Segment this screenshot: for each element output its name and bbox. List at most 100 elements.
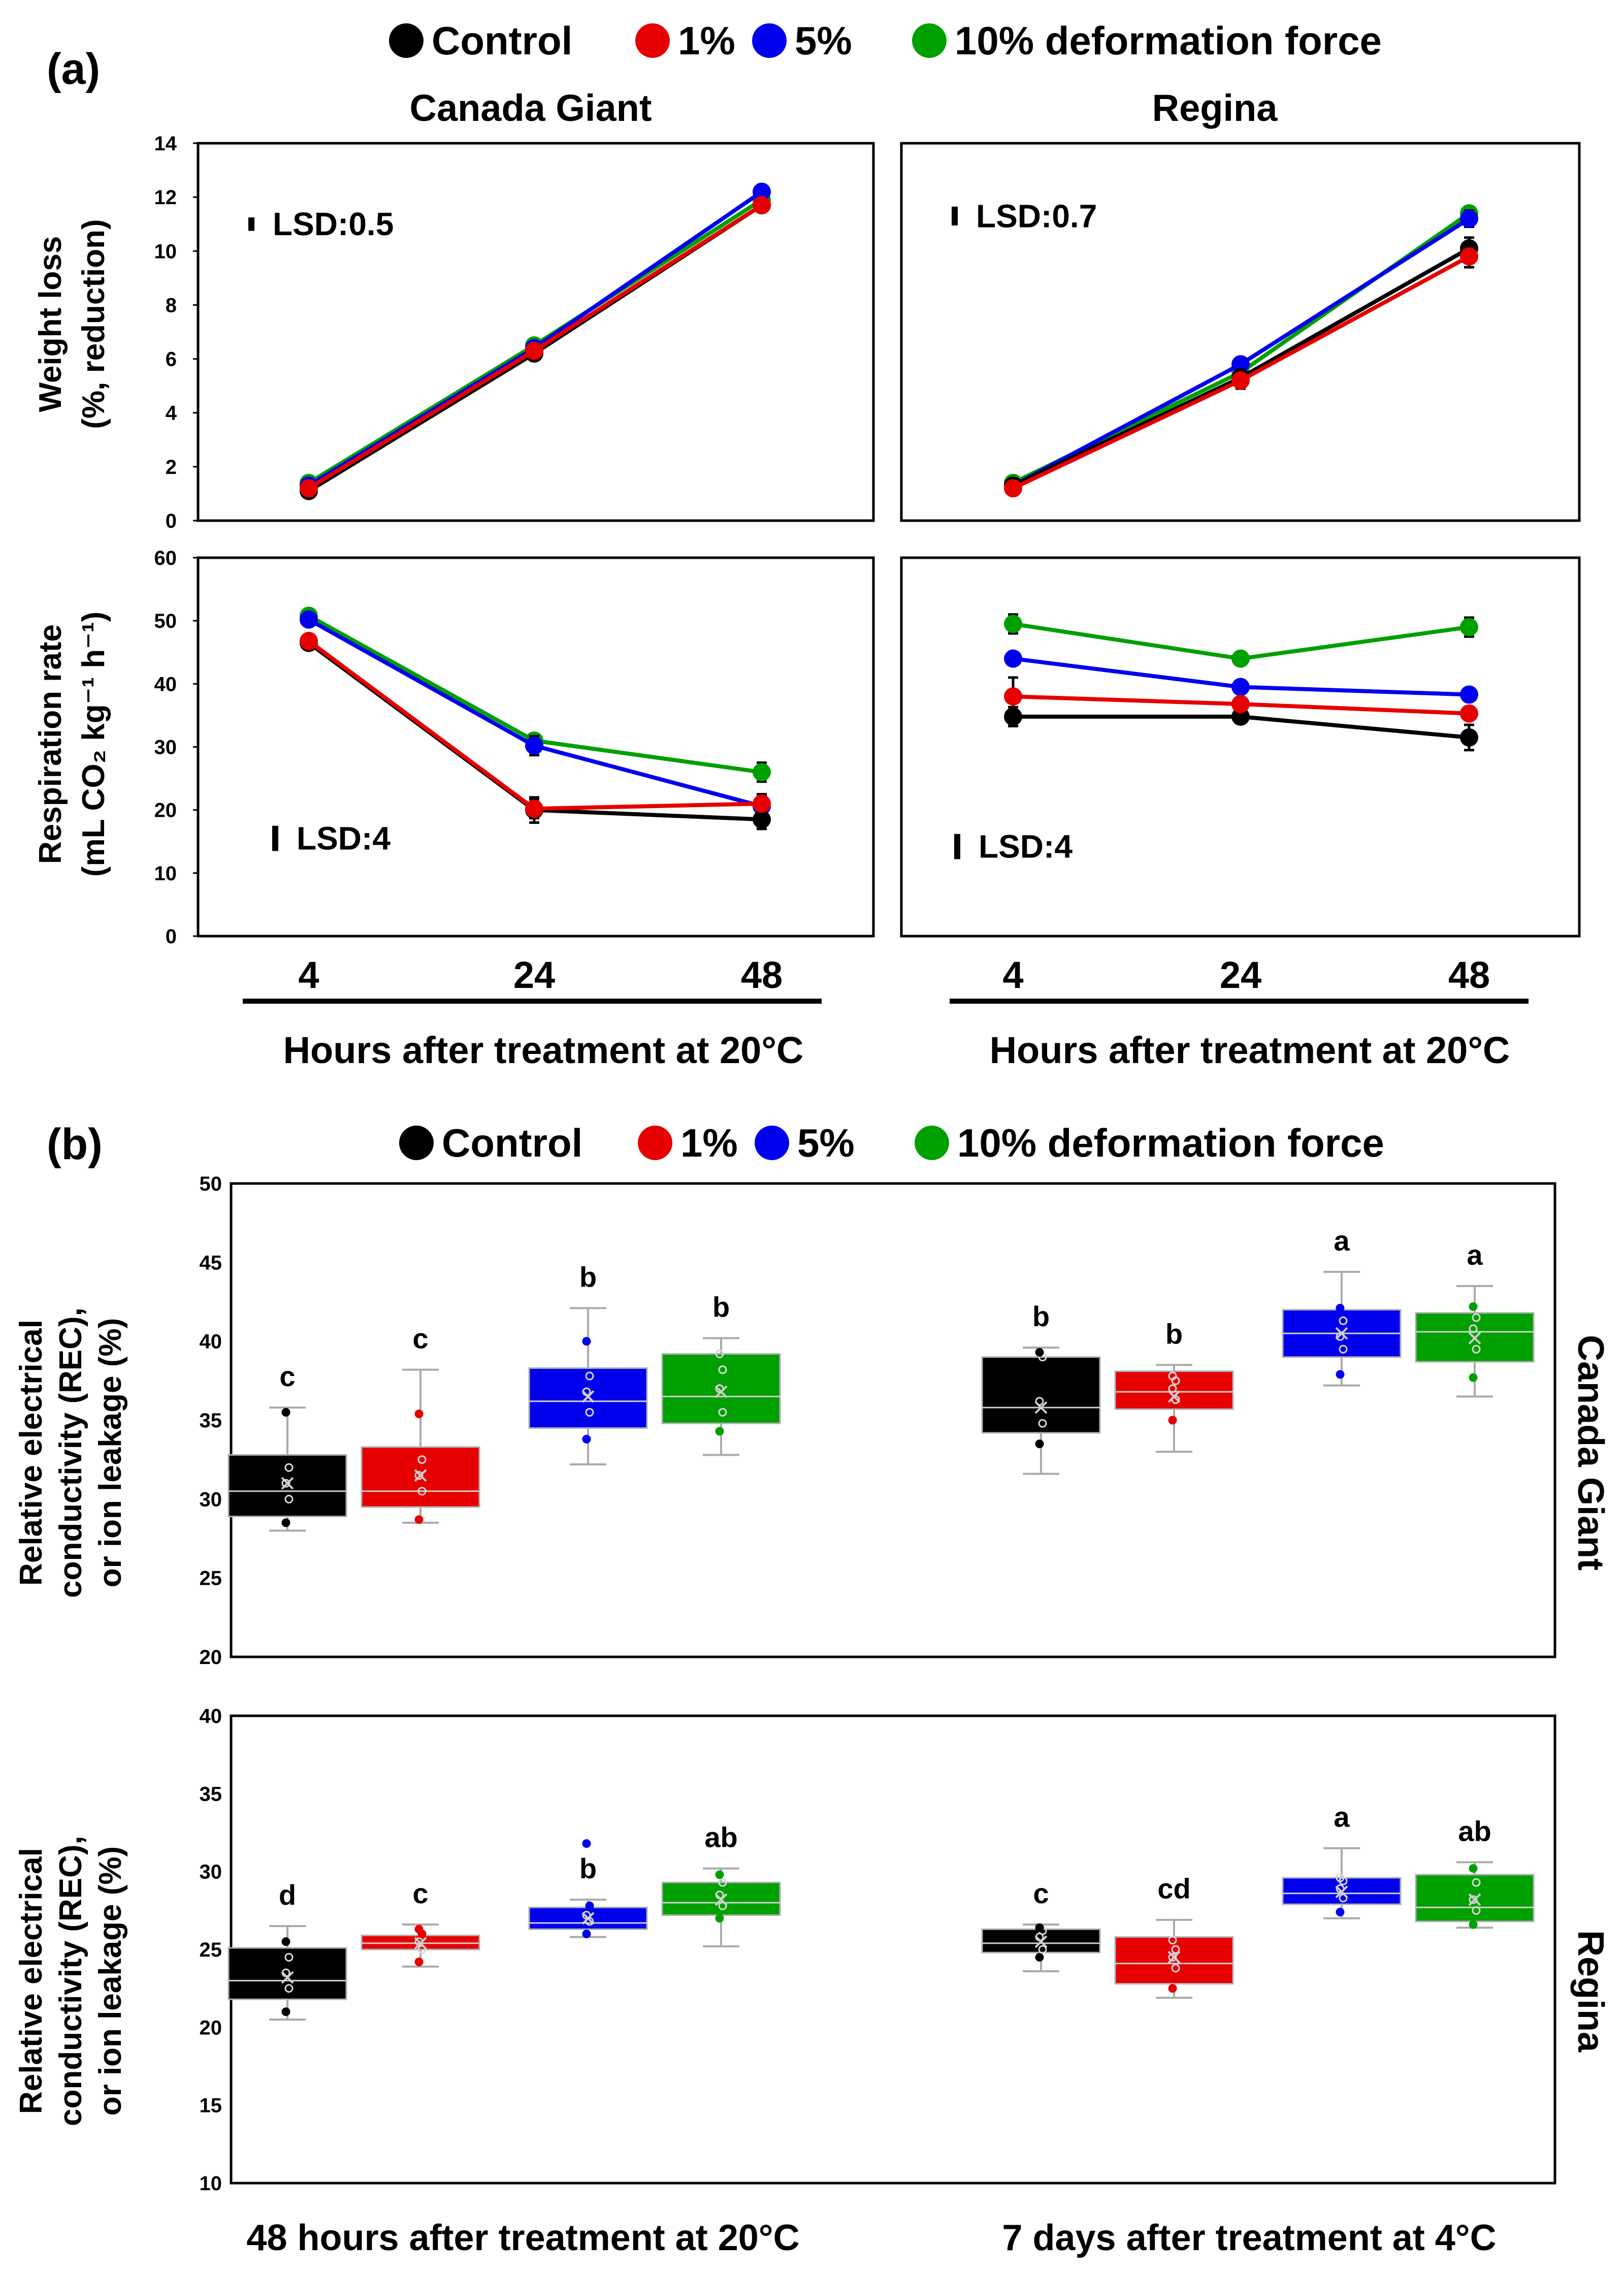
- chart-canada-giant-respiration: 0 10 20 30 40 50 60 4 24 48 LSD:4: [154, 547, 875, 996]
- legend-label-10-deformation-force: 10% deformation force: [957, 1121, 1384, 1165]
- chart-canada-giant-weight-loss: 0 2 4 6 8 10 12 14 LSD:0.5: [154, 133, 875, 532]
- data-point-control: [1038, 1945, 1047, 1954]
- lsd-label: LSD:0.5: [273, 206, 394, 242]
- data-point-5: [585, 1407, 594, 1417]
- mean-marker-1: [414, 1937, 427, 1950]
- data-point-control: [284, 1494, 294, 1503]
- data-point-control: [284, 1984, 294, 1993]
- mean-marker-10-deformation-force: [1468, 1332, 1481, 1345]
- title-canada-giant: Canada Giant: [410, 87, 652, 129]
- data-point-5: [525, 737, 543, 755]
- data-point-1: [1171, 1945, 1180, 1954]
- data-point-10-deformation-force: [1469, 1920, 1478, 1929]
- y-tick-label: 15: [200, 2095, 222, 2117]
- mean-marker-5: [581, 1390, 595, 1403]
- data-point-5: [1336, 1907, 1345, 1916]
- lsd-label: LSD:4: [979, 828, 1073, 865]
- box-control: [981, 1356, 1101, 1434]
- ylabel-respiration-line1: Respiration rate: [33, 624, 68, 864]
- legend-marker-1: [635, 23, 670, 58]
- title-regina: Regina: [1152, 87, 1278, 129]
- data-point-1: [1168, 1953, 1177, 1962]
- x-tick-label: 4: [1002, 954, 1023, 996]
- xlabel-right: Hours after treatment at 20°C: [990, 1029, 1510, 1071]
- chart-rec-regina: 10 15 20 25 30 35 40 d c b ab c cd a ab: [200, 1705, 1556, 2195]
- ylabel-weight-loss-line1: Weight loss: [33, 236, 68, 412]
- data-point-10-deformation-force: [715, 1350, 724, 1359]
- data-point-1: [414, 1471, 424, 1480]
- significance-letter-1: c: [412, 1877, 428, 1909]
- data-point-1: [1231, 695, 1250, 714]
- y-tick-label: 60: [154, 547, 177, 569]
- legend-label-1: 1%: [680, 1121, 738, 1165]
- panel-b-label: (b): [47, 1120, 103, 1169]
- group-label-7d: 7 days after treatment at 4°C: [1002, 2218, 1496, 2258]
- legend-marker-1: [638, 1126, 672, 1160]
- y-tick-label: 2: [166, 456, 177, 478]
- y-tick-label: 40: [200, 1705, 222, 1727]
- significance-letter-5: a: [1334, 1801, 1350, 1833]
- data-point-control: [281, 1407, 290, 1417]
- significance-letter-1: cd: [1157, 1873, 1190, 1905]
- y-tick-label: 25: [200, 1567, 222, 1590]
- data-point-5: [582, 1839, 591, 1848]
- legend-marker-control: [399, 1126, 434, 1160]
- data-point-1: [414, 1958, 424, 1967]
- data-point-10-deformation-force: [1469, 1302, 1478, 1311]
- x-tick-label: 4: [298, 954, 319, 996]
- ylabel-rec-cg-line1: Relative electrical: [14, 1320, 49, 1586]
- data-point-5: [1336, 1370, 1345, 1379]
- data-point-1: [753, 794, 771, 813]
- significance-letter-1: c: [412, 1323, 428, 1355]
- mean-marker-1: [414, 1469, 427, 1482]
- legend-label-control: Control: [442, 1121, 582, 1165]
- data-point-1: [414, 1515, 424, 1524]
- data-point-1: [1168, 1984, 1177, 1993]
- group-label-48h: 48 hours after treatment at 20°C: [246, 2218, 799, 2258]
- data-point-control: [753, 810, 771, 829]
- data-point-1: [1004, 687, 1022, 706]
- series-line-5: [308, 618, 763, 809]
- data-point-1: [1171, 1964, 1180, 1973]
- data-point-1: [1168, 1384, 1177, 1393]
- data-point-1: [1231, 371, 1250, 390]
- data-point-5: [582, 1929, 591, 1938]
- legend-marker-10-deformation-force: [912, 23, 947, 58]
- y-tick-label: 50: [154, 610, 177, 632]
- mean-marker-10-deformation-force: [1468, 1893, 1481, 1906]
- y-tick-label: 20: [200, 1646, 222, 1669]
- data-point-1: [414, 1925, 424, 1934]
- y-tick-label: 6: [166, 348, 177, 371]
- x-tick-label: 48: [1448, 954, 1490, 996]
- legend-label-1: 1%: [678, 18, 735, 63]
- data-point-control: [1038, 1419, 1047, 1428]
- plot-frame: [900, 142, 1581, 522]
- mean-marker-control: [1034, 1401, 1048, 1414]
- data-point-1: [1168, 1416, 1177, 1425]
- data-point-10-deformation-force: [718, 1407, 727, 1417]
- data-point-5: [582, 1337, 591, 1346]
- ylabel-rec-rg-line2: conductivity (REC),: [53, 1836, 88, 2126]
- data-point-10-deformation-force: [1469, 1324, 1478, 1333]
- y-tick-label: 35: [200, 1410, 222, 1432]
- y-tick-label: 40: [154, 673, 177, 695]
- y-tick-label: 40: [200, 1331, 222, 1353]
- data-point-control: [284, 1463, 294, 1472]
- data-point-5: [1460, 209, 1478, 228]
- data-point-1: [300, 479, 318, 498]
- x-axis-bar-right: [950, 999, 1529, 1004]
- y-tick-label: 35: [200, 1783, 222, 1805]
- legend-a: Control 1% 5% 10% deformation force: [389, 18, 1382, 63]
- y-tick-label: 10: [200, 2172, 222, 2195]
- y-tick-label: 10: [154, 862, 177, 885]
- mean-marker-5: [1335, 1327, 1348, 1340]
- data-point-10-deformation-force: [715, 1427, 724, 1436]
- data-point-control: [281, 1518, 290, 1527]
- data-point-control: [1035, 1439, 1044, 1449]
- data-point-10-deformation-force: [1469, 1864, 1478, 1873]
- data-point-1: [1168, 1936, 1177, 1945]
- box-10-deformation-force: [661, 1353, 781, 1424]
- data-point-10-deformation-force: [753, 763, 771, 782]
- ylabel-respiration-line2: (mL CO₂ kg⁻¹ h⁻¹): [76, 612, 111, 877]
- panel-a-label: (a): [47, 45, 100, 93]
